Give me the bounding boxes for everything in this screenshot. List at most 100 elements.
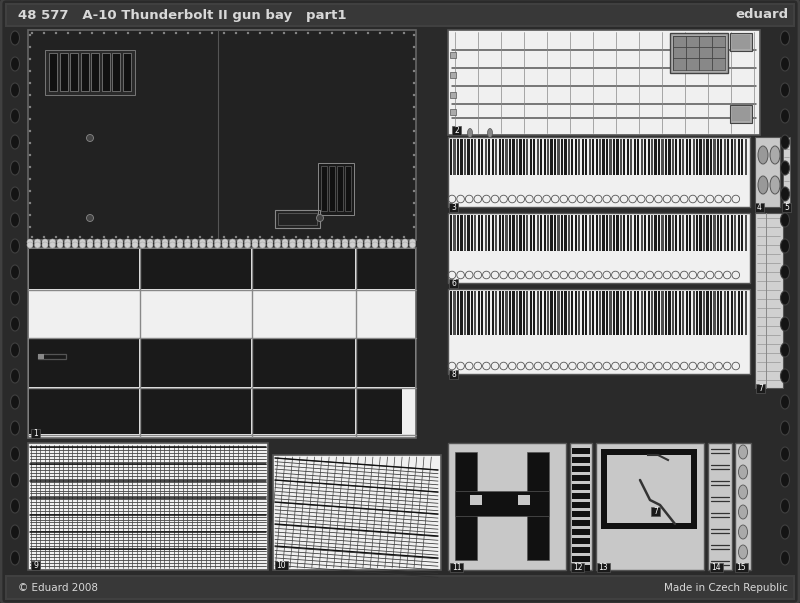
Text: 8: 8: [451, 370, 456, 379]
Bar: [693, 291, 694, 335]
Bar: [741, 139, 743, 175]
Bar: [450, 291, 452, 335]
Bar: [509, 139, 511, 175]
Bar: [602, 215, 605, 251]
Bar: [509, 291, 511, 335]
Circle shape: [230, 239, 235, 245]
Bar: [730, 215, 733, 251]
Bar: [543, 139, 546, 175]
Bar: [675, 291, 678, 335]
Bar: [450, 52, 456, 58]
Circle shape: [50, 239, 55, 245]
Bar: [329, 166, 335, 211]
Bar: [457, 139, 459, 175]
Bar: [630, 291, 632, 335]
Bar: [455, 452, 477, 560]
Bar: [599, 215, 602, 251]
Ellipse shape: [781, 317, 790, 331]
Bar: [782, 203, 791, 212]
Circle shape: [72, 242, 78, 248]
Ellipse shape: [758, 146, 768, 164]
Circle shape: [387, 242, 393, 248]
Text: 1: 1: [33, 429, 38, 438]
Circle shape: [29, 202, 31, 204]
Bar: [592, 139, 594, 175]
Bar: [464, 139, 466, 175]
Circle shape: [43, 236, 45, 238]
Bar: [589, 215, 591, 251]
Bar: [558, 291, 560, 335]
Bar: [454, 291, 456, 335]
Bar: [730, 33, 752, 51]
Bar: [506, 139, 508, 175]
Bar: [527, 452, 549, 560]
Bar: [703, 291, 705, 335]
Bar: [678, 215, 681, 251]
Bar: [582, 291, 584, 335]
Ellipse shape: [781, 525, 790, 539]
Circle shape: [54, 236, 58, 238]
Circle shape: [237, 239, 243, 245]
Bar: [599, 215, 602, 251]
Ellipse shape: [10, 109, 19, 123]
Circle shape: [86, 215, 94, 221]
Bar: [620, 291, 622, 335]
Bar: [654, 291, 657, 335]
Circle shape: [365, 242, 370, 248]
Bar: [470, 495, 482, 505]
Bar: [595, 139, 598, 175]
Circle shape: [366, 32, 370, 34]
Bar: [558, 215, 560, 251]
Circle shape: [185, 242, 190, 248]
Bar: [651, 139, 653, 175]
Bar: [610, 215, 611, 251]
Bar: [745, 139, 746, 175]
Bar: [606, 139, 608, 175]
Bar: [357, 389, 402, 434]
Bar: [647, 215, 650, 251]
Bar: [448, 137, 750, 207]
Bar: [574, 215, 577, 251]
Circle shape: [102, 236, 106, 238]
Circle shape: [334, 239, 341, 245]
Bar: [599, 291, 602, 335]
Circle shape: [222, 236, 226, 238]
Circle shape: [387, 239, 393, 245]
Bar: [745, 139, 746, 175]
Bar: [455, 491, 549, 516]
Bar: [710, 563, 723, 572]
Bar: [658, 139, 660, 175]
Circle shape: [207, 242, 213, 248]
Bar: [485, 215, 487, 251]
Bar: [449, 279, 458, 288]
Bar: [512, 139, 514, 175]
Circle shape: [267, 239, 273, 245]
Bar: [703, 139, 705, 175]
Circle shape: [29, 70, 31, 72]
Bar: [734, 291, 736, 335]
Bar: [554, 291, 556, 335]
Bar: [470, 215, 473, 251]
Bar: [275, 561, 288, 570]
Circle shape: [102, 239, 108, 245]
Bar: [620, 215, 622, 251]
Bar: [537, 215, 539, 251]
Bar: [665, 139, 667, 175]
Bar: [522, 139, 525, 175]
Bar: [495, 215, 498, 251]
Bar: [668, 139, 670, 175]
Text: 2: 2: [454, 126, 459, 135]
Text: 7: 7: [653, 507, 658, 516]
Circle shape: [403, 32, 405, 34]
Bar: [741, 291, 743, 335]
Circle shape: [318, 236, 321, 238]
Bar: [601, 449, 697, 455]
Circle shape: [72, 239, 78, 245]
Bar: [253, 339, 355, 387]
Circle shape: [198, 32, 202, 34]
Circle shape: [372, 239, 378, 245]
Circle shape: [54, 32, 58, 34]
Bar: [478, 291, 480, 335]
Bar: [672, 215, 674, 251]
Bar: [658, 215, 660, 251]
